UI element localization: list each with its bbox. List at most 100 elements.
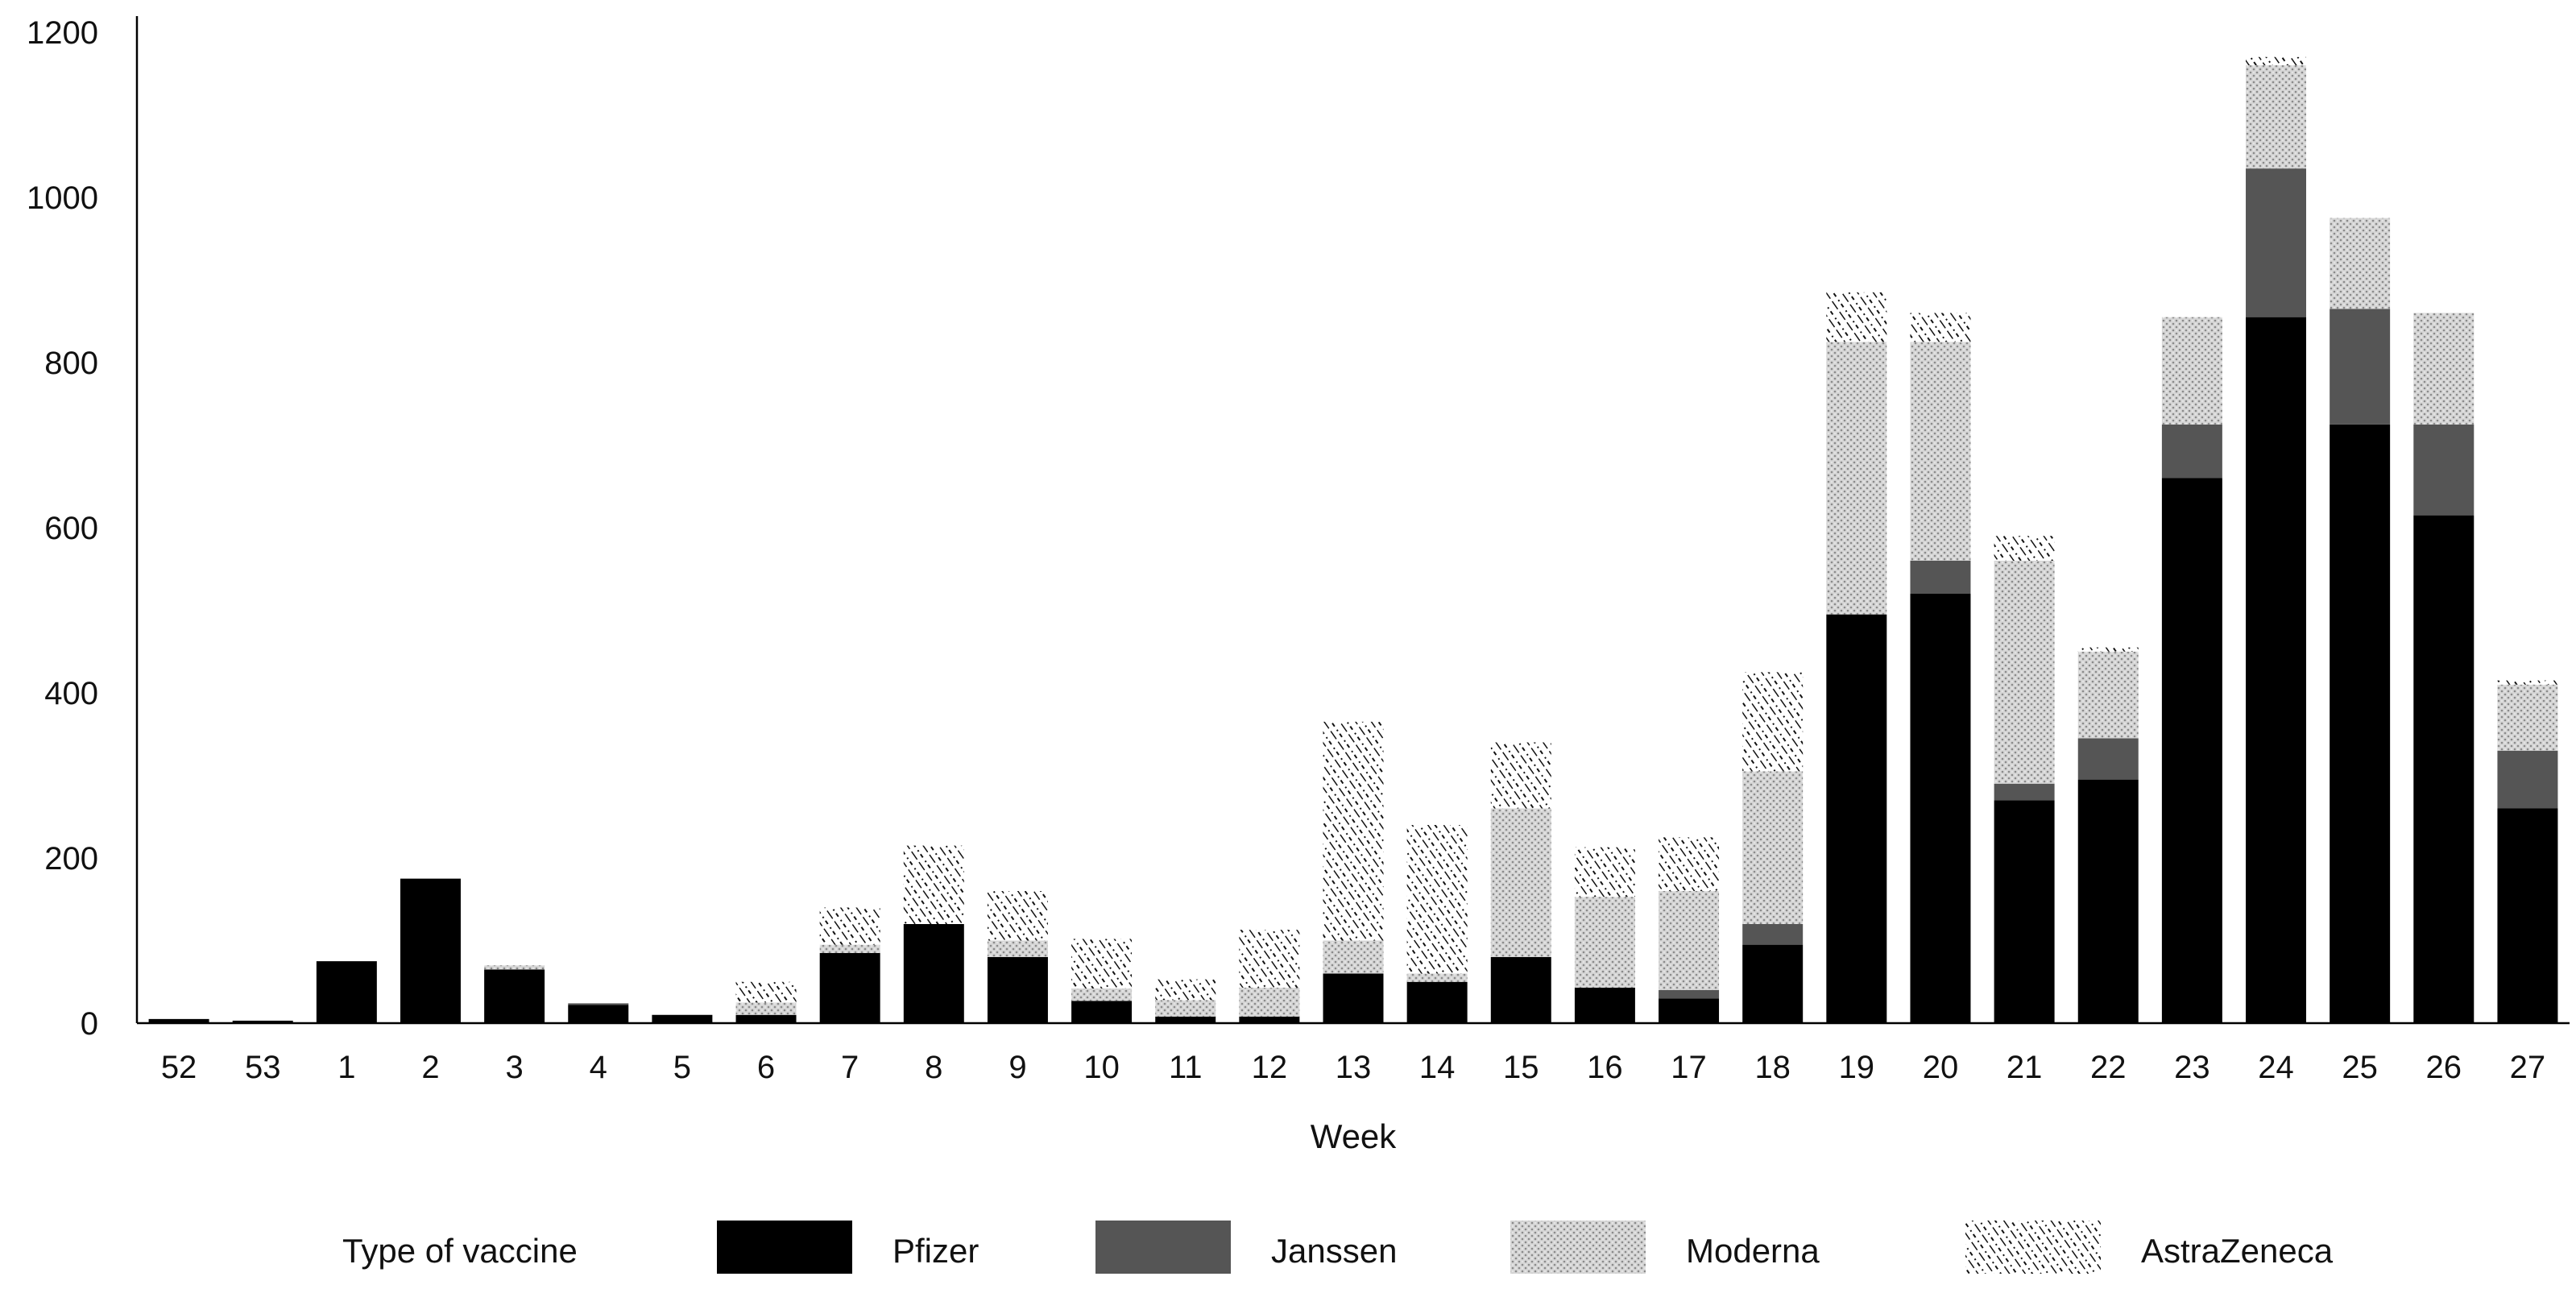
bar-astrazeneca-week-27	[2497, 680, 2558, 685]
bar-janssen-week-21	[1994, 783, 2055, 801]
bar-moderna-week-13	[1323, 940, 1384, 974]
x-tick-label: 7	[841, 1050, 859, 1085]
legend-swatch-astrazeneca	[1965, 1221, 2101, 1274]
x-tick-label: 4	[590, 1050, 607, 1085]
x-tick-label: 5	[673, 1050, 691, 1085]
x-tick-label: 24	[2258, 1050, 2294, 1085]
bar-janssen-week-18	[1742, 924, 1804, 945]
bar-pfizer-week-15	[1490, 957, 1551, 1023]
bar-moderna-week-12	[1239, 987, 1300, 1017]
bar-astrazeneca-week-20	[1910, 313, 1971, 342]
bar-astrazeneca-week-13	[1323, 721, 1384, 941]
bar-astrazeneca-week-24	[2246, 56, 2307, 65]
legend-label-astrazeneca: AstraZeneca	[2141, 1232, 2334, 1270]
y-tick-label: 400	[44, 676, 98, 711]
x-tick-label: 21	[2007, 1050, 2043, 1085]
bar-astrazeneca-week-21	[1994, 536, 2055, 561]
bar-pfizer-week-6	[735, 1014, 797, 1023]
bar-pfizer-week-22	[2077, 779, 2139, 1023]
x-tick-label: 25	[2342, 1050, 2378, 1085]
bar-pfizer-week-5	[652, 1014, 713, 1023]
y-tick-label: 1000	[27, 180, 98, 216]
bar-astrazeneca-week-10	[1071, 939, 1133, 989]
x-tick-label: 8	[925, 1050, 942, 1085]
bar-moderna-week-10	[1071, 988, 1133, 1001]
bar-pfizer-week-18	[1742, 944, 1804, 1023]
x-tick-label: 26	[2426, 1050, 2462, 1085]
x-tick-label: 6	[757, 1050, 775, 1085]
bar-moderna-week-21	[1994, 561, 2055, 784]
bar-moderna-week-18	[1742, 771, 1804, 924]
x-tick-label: 12	[1252, 1050, 1288, 1085]
bar-janssen-week-20	[1910, 561, 1971, 594]
legend-swatch-janssen	[1095, 1221, 1231, 1274]
bar-pfizer-week-52	[148, 1018, 209, 1023]
bar-pfizer-week-53	[232, 1020, 293, 1023]
legend: Type of vaccine Pfizer Janssen Moderna Astr…	[342, 1221, 2334, 1274]
bar-astrazeneca-week-9	[987, 891, 1048, 941]
x-tick-label: 19	[1839, 1050, 1875, 1085]
bar-pfizer-week-8	[903, 924, 964, 1023]
y-tick-labels: 0 200 400 600 800 1000 1200	[27, 15, 98, 1042]
x-tick-label: 1	[338, 1050, 355, 1085]
bar-moderna-week-11	[1155, 1000, 1216, 1017]
y-tick-label: 0	[81, 1006, 98, 1042]
x-tick-label: 23	[2174, 1050, 2210, 1085]
bar-moderna-week-6	[735, 1002, 797, 1015]
bar-moderna-week-17	[1659, 891, 1720, 990]
bar-pfizer-week-19	[1826, 614, 1887, 1023]
legend-title: Type of vaccine	[342, 1232, 578, 1270]
bar-pfizer-week-7	[819, 952, 880, 1023]
x-tick-label: 14	[1419, 1050, 1456, 1085]
x-tick-label: 18	[1754, 1050, 1791, 1085]
y-tick-label: 200	[44, 841, 98, 877]
bar-moderna-week-7	[819, 944, 880, 953]
bar-janssen-week-25	[2330, 309, 2391, 425]
legend-swatch-pfizer	[717, 1221, 852, 1274]
bar-janssen-week-4	[568, 1003, 629, 1005]
y-tick-label: 1200	[27, 15, 98, 51]
y-tick-label: 600	[44, 511, 98, 546]
x-tick-label: 11	[1169, 1050, 1203, 1085]
bar-pfizer-week-10	[1071, 1001, 1133, 1023]
bar-moderna-week-25	[2330, 218, 2391, 309]
bar-pfizer-week-25	[2330, 424, 2391, 1023]
x-tick-label: 2	[421, 1050, 439, 1085]
bars	[148, 56, 2558, 1023]
bar-moderna-week-27	[2497, 684, 2558, 751]
bar-astrazeneca-week-17	[1659, 837, 1720, 891]
bar-astrazeneca-week-12	[1239, 930, 1300, 988]
bar-pfizer-week-12	[1239, 1016, 1300, 1023]
bar-astrazeneca-week-7	[819, 907, 880, 945]
bar-janssen-week-22	[2077, 738, 2139, 780]
bar-astrazeneca-week-6	[735, 981, 797, 1003]
x-tick-label: 13	[1336, 1050, 1372, 1085]
bar-astrazeneca-week-14	[1406, 825, 1468, 974]
bar-moderna-week-20	[1910, 342, 1971, 561]
legend-label-janssen: Janssen	[1271, 1232, 1397, 1270]
bar-pfizer-week-23	[2161, 478, 2222, 1023]
bar-janssen-week-26	[2413, 424, 2475, 516]
bar-pfizer-week-27	[2497, 808, 2558, 1023]
bar-astrazeneca-week-16	[1574, 847, 1635, 897]
bar-pfizer-week-2	[400, 878, 461, 1023]
bar-pfizer-week-16	[1574, 987, 1635, 1023]
legend-label-moderna: Moderna	[1686, 1232, 1820, 1270]
bar-pfizer-week-4	[568, 1005, 629, 1023]
bar-pfizer-week-13	[1323, 973, 1384, 1023]
x-tick-label: 17	[1671, 1050, 1707, 1085]
bar-pfizer-week-11	[1155, 1016, 1216, 1023]
bar-moderna-week-16	[1574, 897, 1635, 988]
x-tick-label: 10	[1083, 1050, 1120, 1085]
bar-astrazeneca-week-15	[1490, 742, 1551, 809]
x-tick-label: 9	[1008, 1050, 1026, 1085]
x-tick-label: 22	[2090, 1050, 2127, 1085]
x-tick-label: 3	[505, 1050, 523, 1085]
bar-pfizer-week-1	[316, 961, 377, 1023]
bar-astrazeneca-week-19	[1826, 292, 1887, 342]
bar-pfizer-week-9	[987, 957, 1048, 1023]
bar-pfizer-week-3	[484, 969, 545, 1023]
bar-janssen-week-23	[2161, 424, 2222, 479]
